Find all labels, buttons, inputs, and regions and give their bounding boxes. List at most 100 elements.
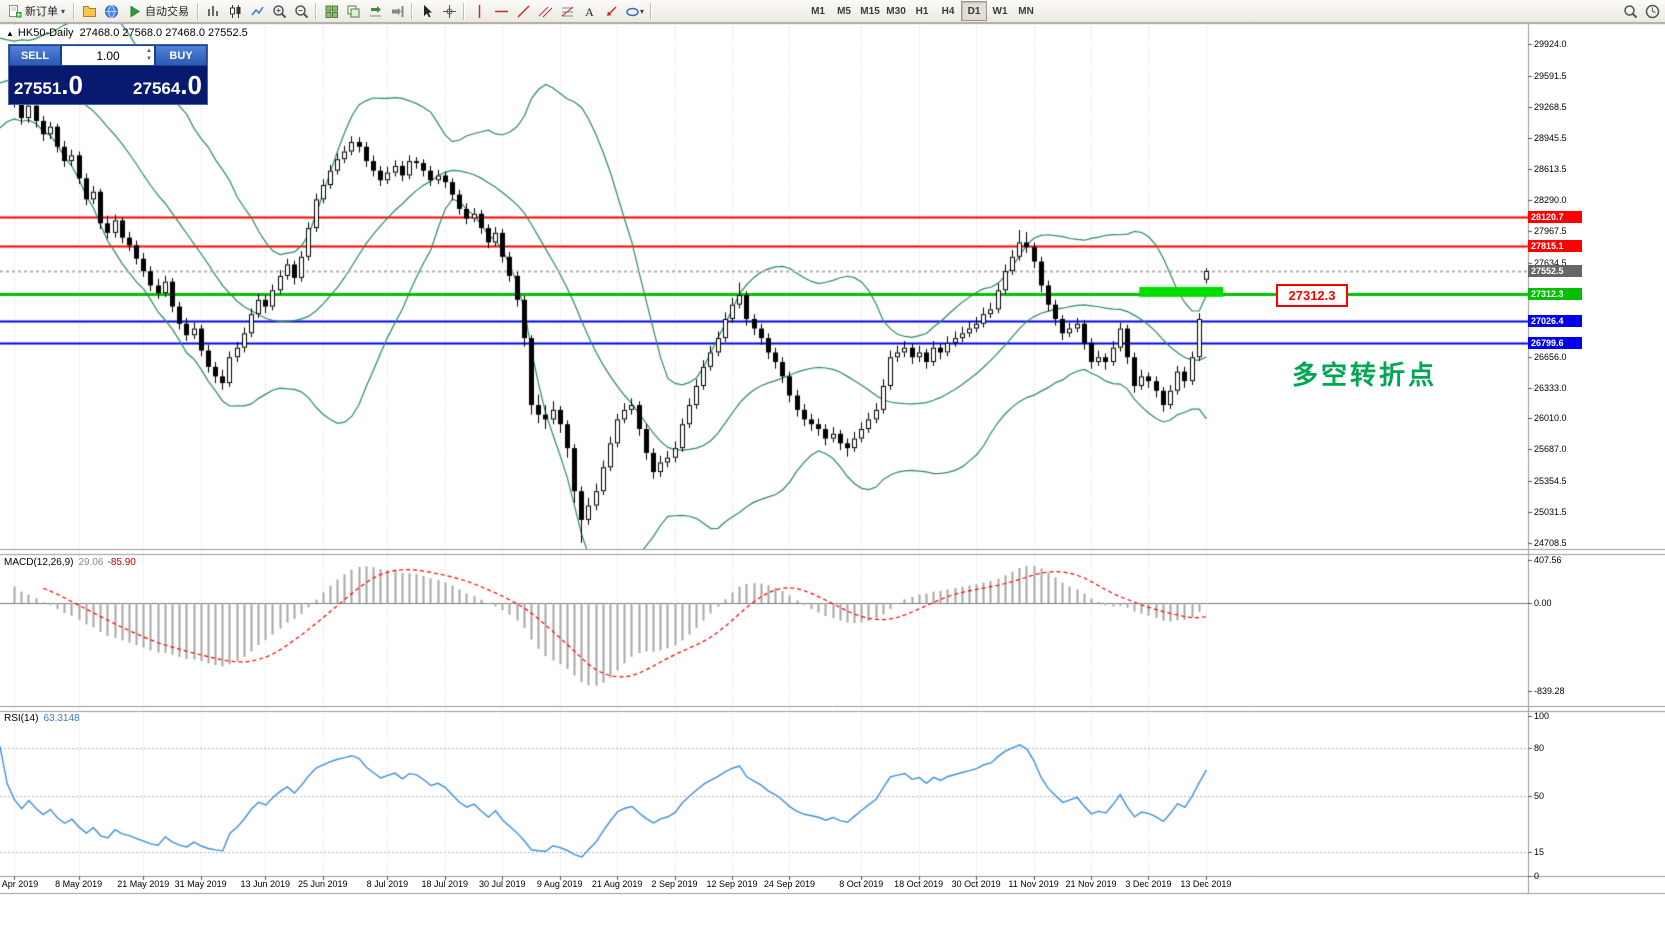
channel-tool-button[interactable] (534, 1, 556, 21)
cascade-windows-button[interactable] (342, 1, 364, 21)
candlestick-mode-button[interactable] (224, 1, 246, 21)
price-axis-label: 26333.0 (1534, 382, 1567, 393)
autoscroll-icon (369, 5, 381, 16)
timeframe-w1-button[interactable]: W1 (987, 1, 1013, 21)
time-axis-label: 8 Oct 2019 (839, 879, 884, 889)
rsi-label: RSI(14) 63.3148 (4, 713, 80, 724)
main-toolbar: 新订单 ▾ 自动交易 (0, 0, 1665, 23)
volume-down-icon[interactable]: ▼ (146, 56, 152, 62)
timeframe-h1-button[interactable]: H1 (909, 1, 935, 21)
bar-chart-mode-button[interactable] (202, 1, 224, 21)
time-axis-label: 13 Jun 2019 (240, 879, 291, 889)
price-callout[interactable]: 27312.3 (1276, 284, 1348, 307)
search-icon (1623, 4, 1637, 18)
time-axis-label: 11 Nov 2019 (1008, 879, 1059, 889)
collapse-triangle-icon[interactable]: ▲ (6, 29, 14, 38)
autotrading-button[interactable]: 自动交易 (122, 1, 194, 21)
price-axis-label: 28290.0 (1534, 195, 1567, 206)
timeframe-m1-button[interactable]: M1 (805, 1, 831, 21)
arrows-tool-button[interactable] (600, 1, 622, 21)
text-tool-button[interactable]: A (578, 1, 600, 21)
current-price-badge: 27552.5 (1528, 265, 1582, 277)
autotrading-label: 自动交易 (145, 6, 190, 18)
horizontal-line-tool-button[interactable] (490, 1, 512, 21)
price-line-badge: 26799.6 (1528, 337, 1582, 349)
shapes-tool-button[interactable]: ▾ (622, 1, 647, 21)
time-axis-label: 21 Nov 2019 (1065, 879, 1117, 889)
price-axis-label: 28613.5 (1534, 164, 1567, 175)
macd-axis-label: 407.56 (1534, 555, 1562, 566)
price-line-badge: 27815.1 (1528, 240, 1582, 252)
volume-field[interactable]: 1.00 ▲ ▼ (61, 45, 155, 66)
cursor-button[interactable] (416, 1, 438, 21)
templates-button[interactable] (78, 1, 100, 21)
clock-button[interactable] (1641, 1, 1663, 21)
time-axis-label: 25 Apr 2019 (0, 879, 39, 889)
rsi-axis-label: 0 (1534, 871, 1540, 881)
fibonacci-icon (561, 6, 573, 16)
price-axis-label: 25687.0 (1534, 444, 1567, 455)
tile-windows-icon (325, 5, 338, 18)
time-axis-label: 13 Dec 2019 (1180, 879, 1232, 889)
trendline-icon (516, 4, 530, 18)
macd-axis-label: -839.28 (1534, 686, 1565, 697)
buy-price[interactable]: 27564.0 (133, 69, 202, 100)
time-axis-label: 30 Oct 2019 (951, 879, 1001, 889)
macd-label: MACD(12,26,9) 29.06 -85.90 (4, 557, 136, 568)
price-axis-label: 25031.5 (1534, 507, 1567, 518)
sell-button[interactable]: SELL (9, 45, 61, 66)
buy-button[interactable]: BUY (155, 45, 207, 66)
horizontal-line-icon (494, 10, 508, 12)
toolbar-separator (411, 2, 414, 20)
price-axis-label: 29591.5 (1534, 70, 1567, 81)
time-axis-label: 18 Oct 2019 (894, 879, 944, 889)
profiles-button[interactable] (100, 1, 122, 21)
sell-price[interactable]: 27551.0 (14, 69, 83, 100)
toolbar-separator (650, 2, 653, 20)
timeframe-d1-button[interactable]: D1 (961, 1, 988, 21)
toolbar-right-group (1619, 1, 1663, 21)
tile-windows-button[interactable] (320, 1, 342, 21)
time-axis-label: 21 Aug 2019 (591, 879, 643, 889)
crosshair-button[interactable] (438, 1, 460, 21)
toolbar-separator (197, 2, 200, 20)
rsi-value: 63.3148 (43, 713, 80, 724)
timeframe-mn-button[interactable]: MN (1013, 1, 1039, 21)
line-chart-mode-button[interactable] (246, 1, 268, 21)
vertical-line-tool-button[interactable] (468, 1, 490, 21)
candlestick-icon (229, 4, 241, 18)
autoscroll-button[interactable] (364, 1, 386, 21)
price-axis-label: 29924.0 (1534, 39, 1567, 49)
chevron-down-icon: ▾ (640, 6, 645, 16)
chart-shift-button[interactable] (386, 1, 408, 21)
timeframe-m5-button[interactable]: M5 (831, 1, 857, 21)
volume-up-icon[interactable]: ▲ (146, 48, 152, 54)
chart-shift-icon (391, 5, 404, 17)
price-axis-label: 25354.5 (1534, 476, 1567, 487)
macd-signal-value: -85.90 (107, 557, 136, 568)
symbol-search-button[interactable] (1619, 1, 1641, 21)
timeframe-m30-button[interactable]: M30 (883, 1, 909, 21)
symbol-period-label: HK50-Daily (17, 27, 74, 39)
timeframe-m15-button[interactable]: M15 (857, 1, 883, 21)
cursor-icon (423, 4, 432, 17)
price-line-badge: 27312.3 (1528, 288, 1582, 300)
templates-icon (82, 5, 96, 17)
fibonacci-tool-button[interactable] (556, 1, 578, 21)
annotation-text: 多空转折点 (1292, 360, 1438, 390)
trendline-tool-button[interactable] (512, 1, 534, 21)
zoom-in-button[interactable] (268, 1, 290, 21)
timeframe-h4-button[interactable]: H4 (935, 1, 961, 21)
price-axis-label: 28945.5 (1534, 132, 1567, 143)
time-axis-label: 31 May 2019 (174, 879, 227, 889)
bar-chart-icon (207, 5, 218, 16)
time-axis-label: 8 May 2019 (55, 879, 103, 889)
play-icon (130, 5, 140, 17)
zoom-out-button[interactable] (290, 1, 312, 21)
macd-main-value: 29.06 (78, 557, 104, 568)
time-axis-label: 2 Sep 2019 (651, 879, 698, 889)
time-axis-label: 8 Jul 2019 (366, 879, 409, 889)
new-order-button[interactable]: 新订单 ▾ (2, 1, 70, 21)
volume-value: 1.00 (96, 48, 120, 63)
